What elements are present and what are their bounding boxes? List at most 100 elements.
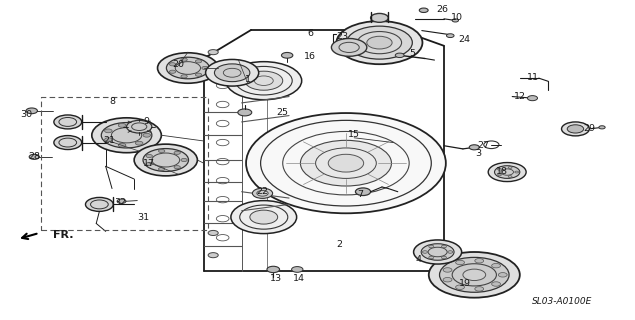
Text: 22: 22 xyxy=(257,187,269,196)
Circle shape xyxy=(441,256,446,259)
Circle shape xyxy=(429,256,434,259)
Circle shape xyxy=(448,251,453,253)
Text: 1: 1 xyxy=(245,75,251,84)
Circle shape xyxy=(202,67,208,69)
Circle shape xyxy=(443,277,452,282)
Circle shape xyxy=(208,75,218,80)
Circle shape xyxy=(181,158,187,162)
Circle shape xyxy=(528,96,537,101)
Circle shape xyxy=(105,138,112,141)
Circle shape xyxy=(337,21,422,64)
Circle shape xyxy=(328,154,364,172)
Circle shape xyxy=(371,13,389,22)
Circle shape xyxy=(174,166,180,169)
Circle shape xyxy=(157,53,218,83)
Circle shape xyxy=(413,240,462,264)
Circle shape xyxy=(135,141,143,145)
Circle shape xyxy=(475,287,484,291)
Circle shape xyxy=(166,57,210,79)
Circle shape xyxy=(498,273,507,277)
Text: 23: 23 xyxy=(337,32,349,41)
Circle shape xyxy=(196,60,202,63)
Circle shape xyxy=(126,120,152,133)
Circle shape xyxy=(498,168,502,170)
Circle shape xyxy=(252,188,272,198)
Circle shape xyxy=(159,149,165,153)
Circle shape xyxy=(463,269,486,281)
Circle shape xyxy=(118,143,126,147)
Text: 18: 18 xyxy=(496,167,508,176)
Text: 31: 31 xyxy=(138,212,150,222)
Text: 2: 2 xyxy=(337,240,343,249)
Circle shape xyxy=(419,8,428,12)
Bar xyxy=(41,97,208,230)
Circle shape xyxy=(206,60,258,86)
Circle shape xyxy=(452,19,458,22)
Circle shape xyxy=(599,126,605,129)
Circle shape xyxy=(443,268,452,272)
Circle shape xyxy=(422,251,427,253)
Text: FR.: FR. xyxy=(53,229,74,240)
Text: 25: 25 xyxy=(277,108,289,117)
Circle shape xyxy=(361,20,398,39)
Text: 19: 19 xyxy=(459,279,471,288)
Text: 3: 3 xyxy=(476,149,482,158)
Text: 32: 32 xyxy=(114,198,126,207)
Circle shape xyxy=(245,71,283,90)
Circle shape xyxy=(196,73,202,76)
Circle shape xyxy=(101,123,152,148)
Text: 20: 20 xyxy=(173,60,184,69)
Text: 28: 28 xyxy=(29,152,40,161)
Circle shape xyxy=(347,26,412,59)
Circle shape xyxy=(421,244,454,260)
Circle shape xyxy=(515,171,519,173)
Text: 17: 17 xyxy=(143,159,155,168)
Text: 5: 5 xyxy=(410,49,415,58)
Circle shape xyxy=(367,36,392,49)
Circle shape xyxy=(135,125,143,129)
Text: 7: 7 xyxy=(357,190,363,199)
Circle shape xyxy=(118,124,126,127)
Circle shape xyxy=(54,136,82,149)
Circle shape xyxy=(508,167,512,169)
Text: 21: 21 xyxy=(103,136,115,146)
Text: 29: 29 xyxy=(584,124,596,133)
Circle shape xyxy=(181,75,187,78)
Text: 13: 13 xyxy=(271,275,283,284)
Circle shape xyxy=(439,257,509,292)
Circle shape xyxy=(29,154,39,159)
Text: 24: 24 xyxy=(458,35,470,44)
Circle shape xyxy=(226,62,302,100)
Text: 14: 14 xyxy=(293,275,305,284)
Text: 12: 12 xyxy=(514,92,526,101)
Text: 15: 15 xyxy=(348,130,360,139)
Circle shape xyxy=(143,148,189,172)
Text: 27: 27 xyxy=(477,141,489,150)
Circle shape xyxy=(92,118,161,153)
Circle shape xyxy=(208,230,218,236)
Circle shape xyxy=(356,188,371,196)
Circle shape xyxy=(491,282,500,286)
Circle shape xyxy=(441,245,446,248)
Circle shape xyxy=(331,38,367,56)
Circle shape xyxy=(208,50,218,55)
Circle shape xyxy=(291,267,303,272)
Text: 8: 8 xyxy=(109,97,115,106)
Text: 11: 11 xyxy=(526,73,538,82)
Circle shape xyxy=(300,140,391,186)
Circle shape xyxy=(105,129,112,133)
Circle shape xyxy=(446,34,454,37)
Text: 6: 6 xyxy=(307,28,313,38)
Circle shape xyxy=(170,63,176,66)
Circle shape xyxy=(250,210,277,224)
Circle shape xyxy=(495,166,520,178)
Circle shape xyxy=(117,199,126,204)
Circle shape xyxy=(246,113,446,213)
Text: 30: 30 xyxy=(20,109,33,118)
Text: 16: 16 xyxy=(304,52,316,61)
Circle shape xyxy=(429,252,520,298)
Circle shape xyxy=(488,163,526,181)
Circle shape xyxy=(174,151,180,154)
Circle shape xyxy=(456,260,464,265)
Circle shape xyxy=(456,285,464,289)
